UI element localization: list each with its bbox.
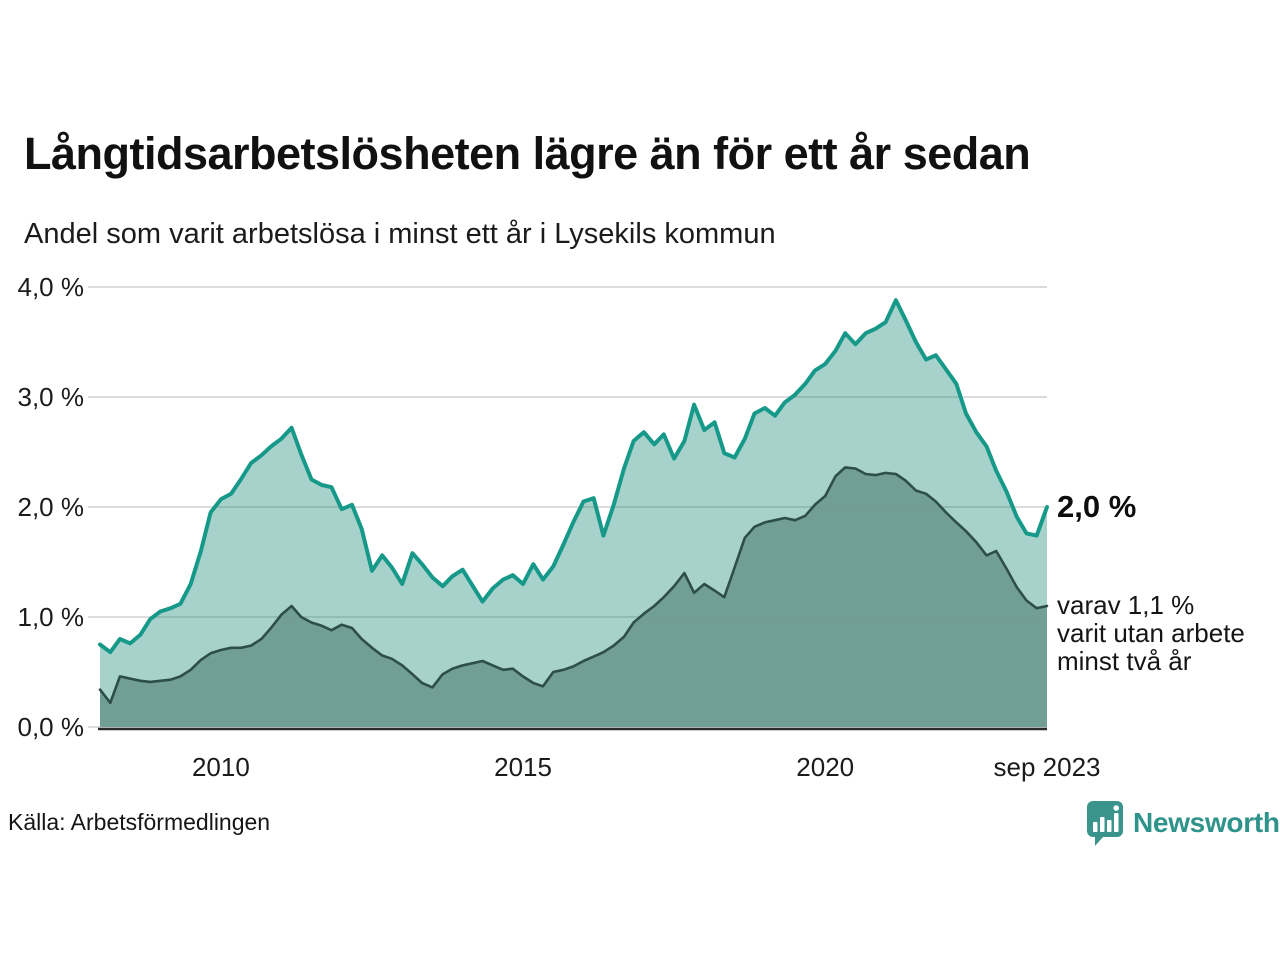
annotation-two-years-line1: varav 1,1 %: [1057, 590, 1195, 620]
annotation-two-years-line3: minst två år: [1057, 646, 1192, 676]
x-axis-label: 2015: [494, 752, 552, 782]
page-title: Långtidsarbetslösheten lägre än för ett …: [24, 128, 1031, 179]
y-axis-label: 4,0 %: [17, 272, 85, 302]
annotation-latest-total: 2,0 %: [1057, 489, 1137, 524]
y-axis-label: 1,0 %: [17, 602, 85, 632]
newsworthy-logo: Newsworthy: [1085, 799, 1280, 847]
x-axis-label: 2020: [796, 752, 855, 782]
chart-subtitle: Andel som varit arbetslösa i minst ett å…: [24, 218, 776, 250]
series-area-two-years: [100, 467, 1047, 727]
series-line-two-years: [98, 466, 1049, 705]
newsworthy-logo-icon: [1087, 801, 1123, 846]
series-line-total: [98, 298, 1049, 655]
x-axis-label: 2010: [191, 752, 250, 782]
source-note: Källa: Arbetsförmedlingen: [8, 809, 271, 835]
annotation-two-years-line2: varit utan arbete: [1057, 618, 1245, 648]
y-axis-label: 0,0 %: [17, 712, 85, 742]
x-axis-label: sep 2023: [993, 752, 1101, 782]
annotation-two-years: varav 1,1 % varit utan arbete minst två …: [1057, 591, 1277, 675]
y-axis-label: 2,0 %: [17, 492, 85, 522]
newsworthy-logo-text: Newsworthy: [1133, 807, 1280, 838]
y-axis-label: 3,0 %: [17, 382, 85, 412]
